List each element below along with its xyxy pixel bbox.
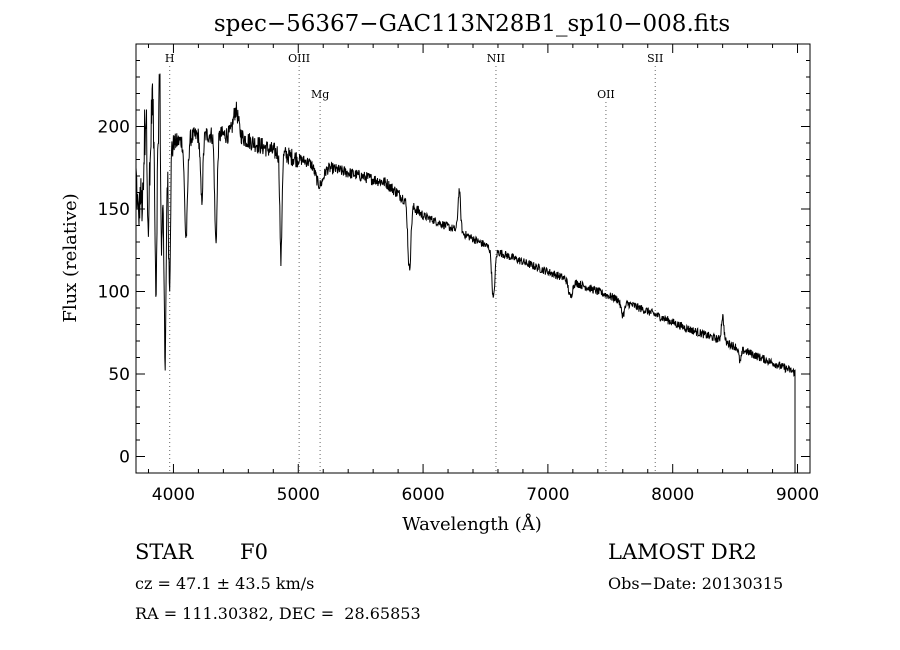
spectral-line-label: OIII [288, 52, 310, 65]
ra-dec: RA = 111.30382, DEC = 28.65853 [135, 604, 421, 623]
y-axis-label: Flux (relative) [60, 193, 81, 322]
spectral-line-label: OII [597, 88, 615, 101]
x-tick-label: 6000 [401, 485, 444, 505]
x-tick-label: 4000 [152, 485, 195, 505]
obs-date: Obs−Date: 20130315 [608, 574, 784, 593]
y-tick-label: 0 [119, 448, 130, 468]
redshift-cz: cz = 47.1 ± 43.5 km/s [135, 574, 315, 593]
chart-title: spec−56367−GAC113N28B1_sp10−008.fits [214, 11, 730, 37]
x-tick-label: 7000 [526, 485, 569, 505]
y-tick-label: 100 [98, 283, 130, 303]
y-tick-label: 50 [108, 365, 130, 385]
x-axis-label: Wavelength (Å) [402, 513, 542, 535]
survey-name: LAMOST DR2 [608, 540, 757, 564]
spectral-line-markers: H OIII Mg NII OII SII [165, 52, 663, 473]
spectral-line-label: NII [487, 52, 505, 65]
y-tick-label: 150 [98, 200, 130, 220]
plot-frame [135, 43, 811, 474]
spectral-line-label: H [165, 52, 175, 65]
y-tick-label: 200 [98, 118, 130, 138]
axis-ticks: 4000 5000 6000 7000 8000 9000 0 50 100 150 200 [98, 44, 819, 505]
spectral-line-label: Mg [311, 88, 329, 101]
x-tick-label: 8000 [651, 485, 694, 505]
spectrum-line [135, 73, 796, 473]
x-tick-label: 5000 [277, 485, 320, 505]
object-type: STAR [135, 540, 194, 564]
x-tick-label: 9000 [776, 485, 819, 505]
subclass: F0 [240, 540, 268, 564]
spectral-line-label: SII [647, 52, 663, 65]
